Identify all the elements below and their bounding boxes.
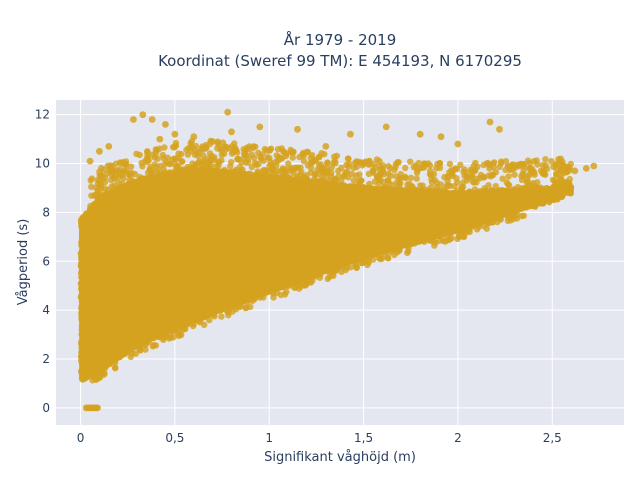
scatter-points bbox=[77, 108, 598, 412]
